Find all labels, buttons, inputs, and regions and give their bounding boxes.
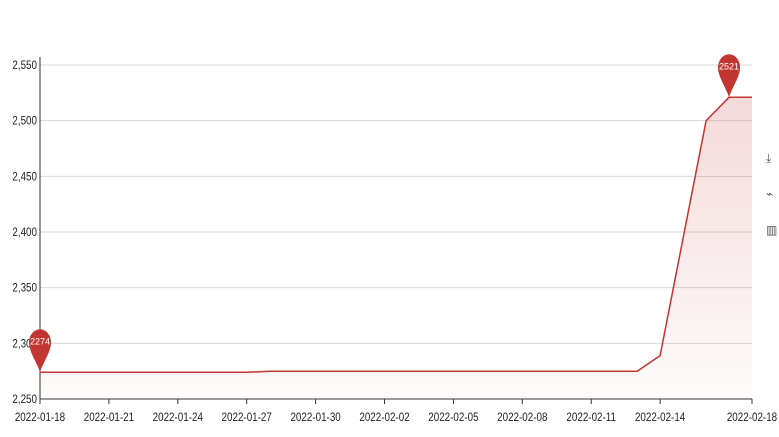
download-icon[interactable]: ⤓ <box>766 151 772 165</box>
y-tick-label: 2,550 <box>12 59 37 72</box>
x-tick-label: 2022-02-05 <box>428 411 478 424</box>
series-area <box>40 97 752 400</box>
pin-shape <box>718 54 741 98</box>
pin-shape <box>29 329 51 373</box>
pin-marker: 2274 <box>29 329 51 373</box>
x-tick-label: 2022-02-02 <box>359 411 409 424</box>
x-tick-label: 2022-02-11 <box>566 411 616 424</box>
chart-toolbox: ⤓ ⌁ ▥ <box>766 150 779 258</box>
x-tick-label: 2022-01-18 <box>15 411 65 424</box>
y-tick-label: 2,500 <box>12 115 37 128</box>
grid-lines <box>40 64 752 344</box>
axes: 2,5502,5002,4502,4002,3502,3002,2502022-… <box>12 57 777 424</box>
x-tick-label: 2022-01-30 <box>290 411 340 424</box>
x-tick-label: 2022-02-08 <box>497 411 547 424</box>
series-line-path <box>40 96 752 374</box>
data-markers: 2274 2521 <box>29 54 741 373</box>
y-tick-label: 2,350 <box>12 282 37 295</box>
bar-chart-icon[interactable]: ▥ <box>766 223 778 237</box>
x-tick-label: 2022-01-24 <box>153 411 203 424</box>
pin-marker: 2521 <box>718 54 741 98</box>
pin-label: 2274 <box>30 336 50 346</box>
pin-label: 2521 <box>719 61 739 71</box>
series-line <box>39 96 753 374</box>
x-tick-label: 2022-02-18 <box>727 411 777 424</box>
y-tick-label: 2,400 <box>12 226 37 239</box>
y-tick-label: 2,450 <box>12 170 37 183</box>
x-tick-label: 2022-01-21 <box>84 411 134 424</box>
series-area-fill <box>40 97 752 400</box>
line-chart-icon[interactable]: ⌁ <box>766 187 774 201</box>
x-tick-label: 2022-02-14 <box>635 411 685 424</box>
x-tick-label: 2022-01-27 <box>222 411 272 424</box>
y-tick-label: 2,250 <box>12 393 37 406</box>
